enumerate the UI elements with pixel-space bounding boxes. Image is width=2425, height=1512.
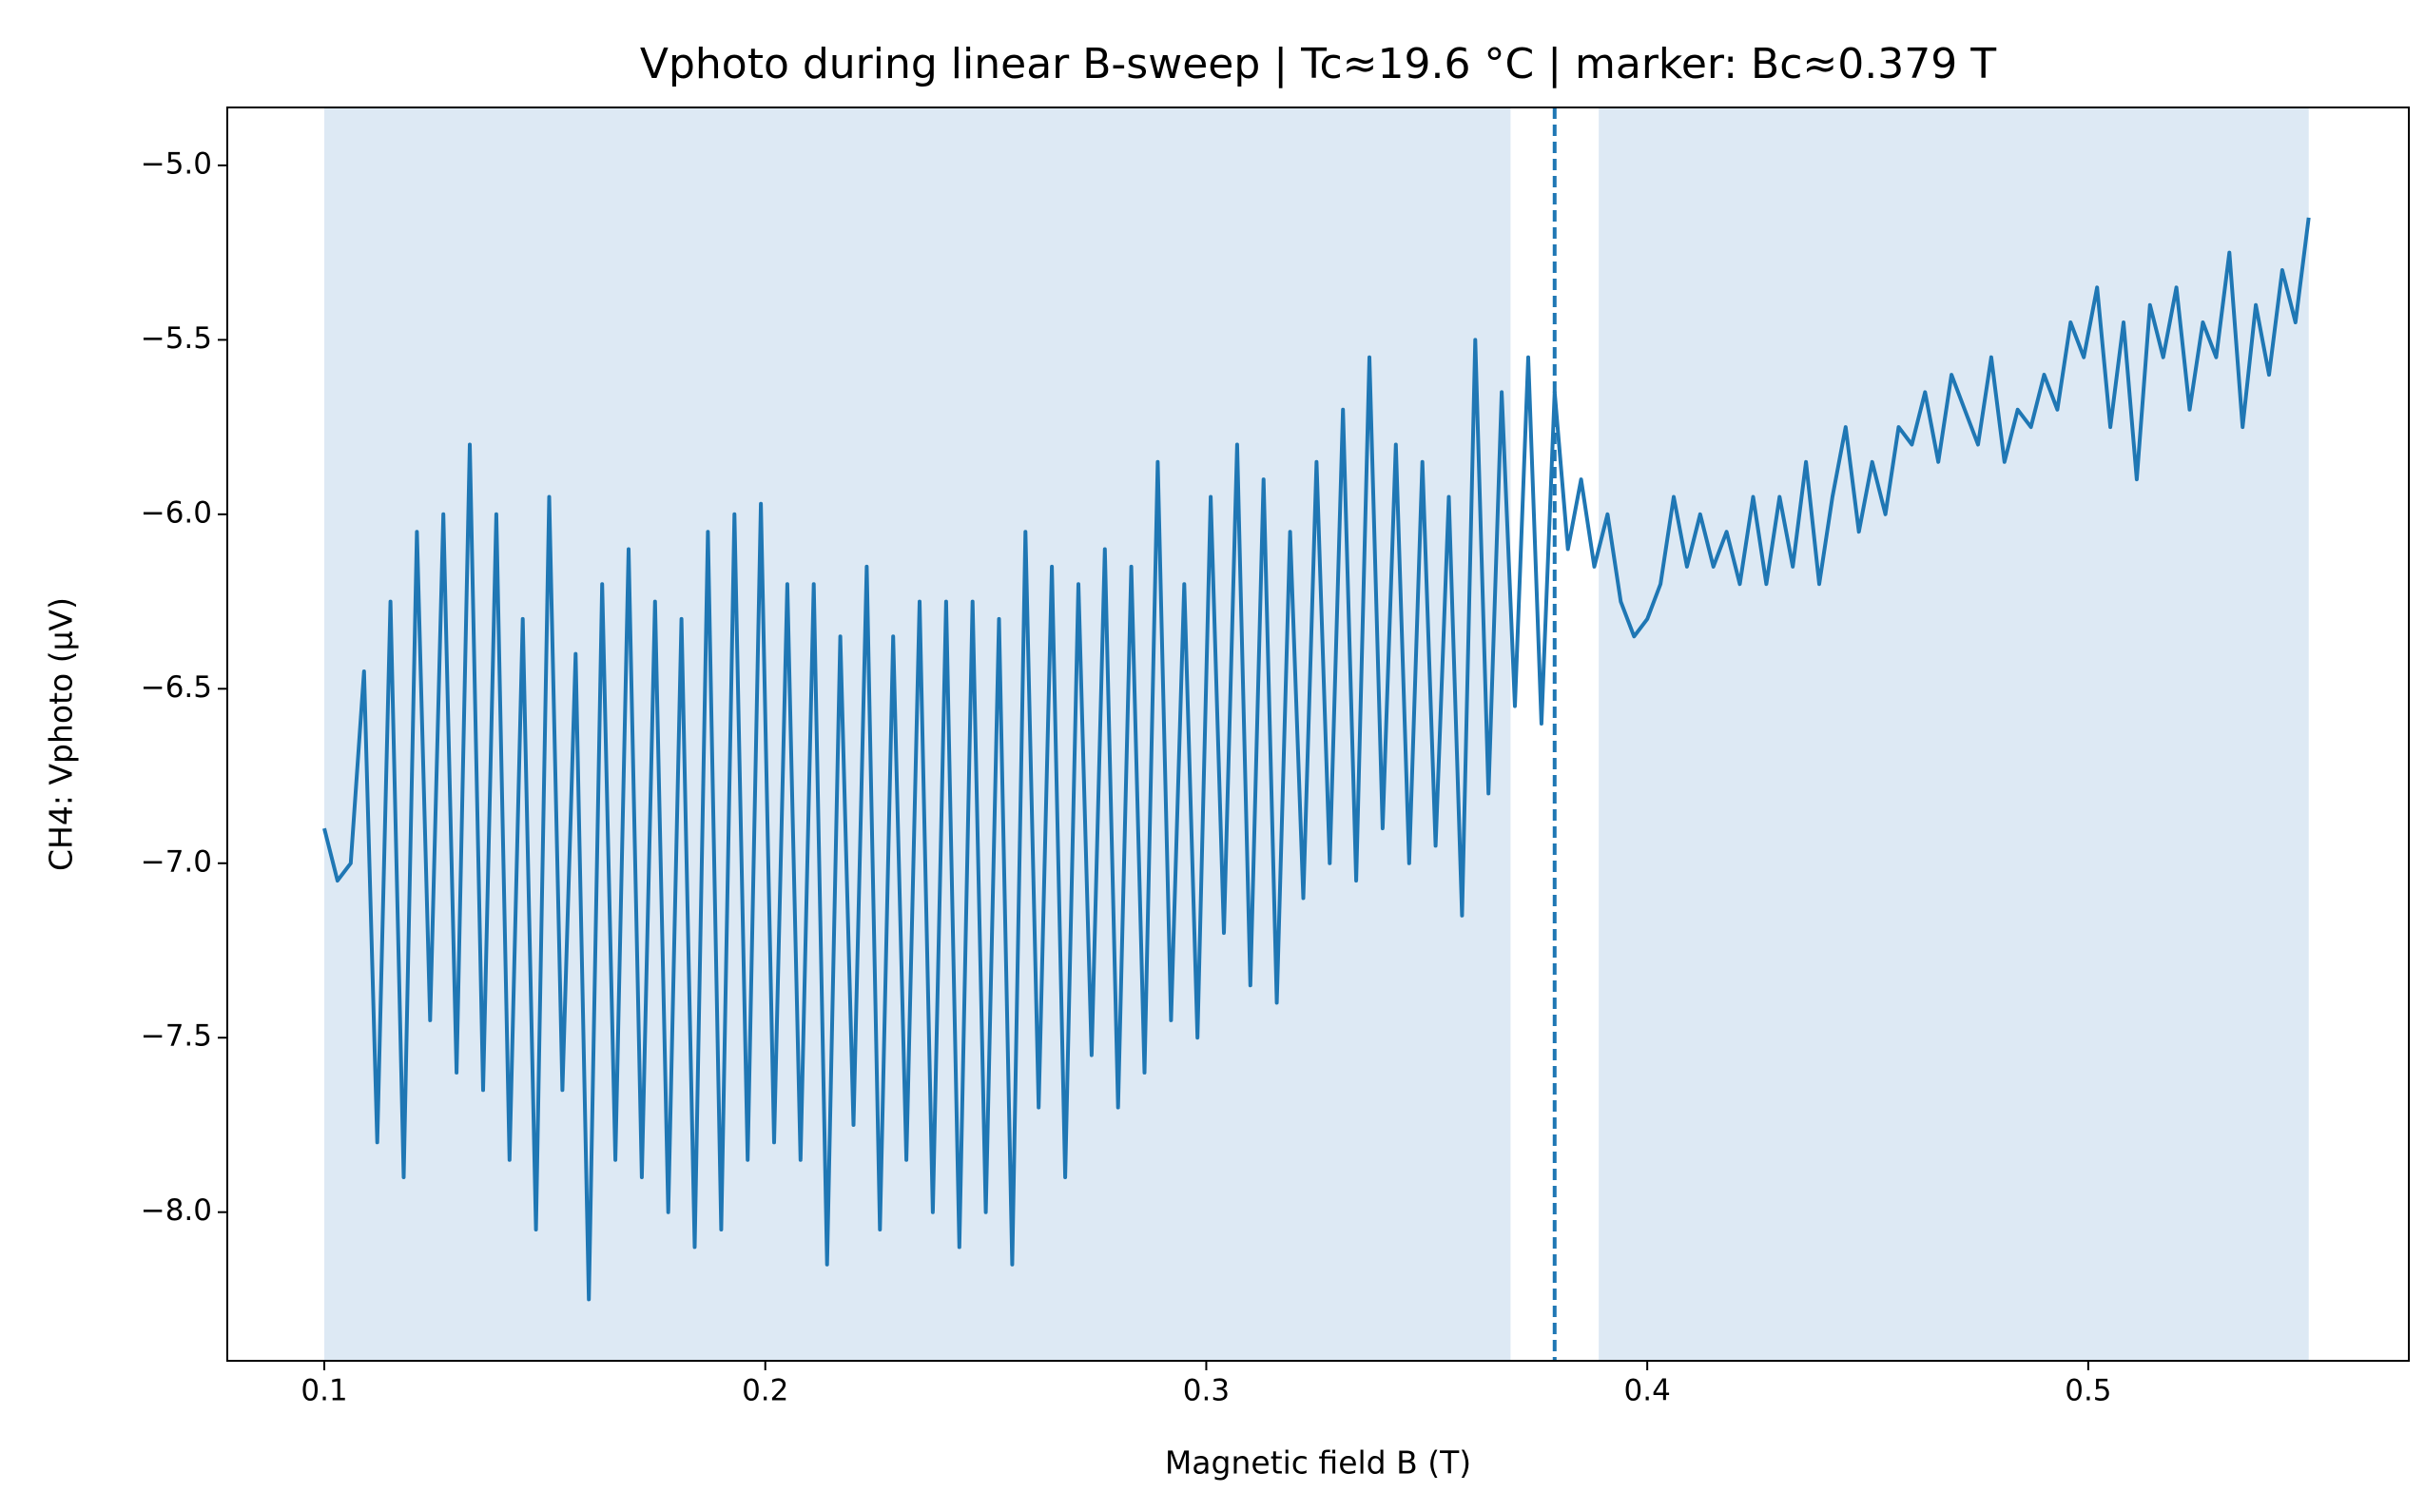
plot-frame <box>226 107 2410 1362</box>
y-tick-label: −6.5 <box>141 670 212 705</box>
y-tick-label: −5.0 <box>141 146 212 181</box>
x-tick-label: 0.3 <box>1183 1374 1230 1408</box>
x-tick-label: 0.5 <box>2065 1374 2111 1408</box>
y-tick-label: −7.5 <box>141 1019 212 1054</box>
chart-title: Vphoto during linear B-sweep | Tc≈19.6 °… <box>640 40 1996 88</box>
y-tick-label: −5.5 <box>141 321 212 356</box>
y-tick-label: −8.0 <box>141 1193 212 1228</box>
x-tick-label: 0.4 <box>1624 1374 1671 1408</box>
y-axis-label: CH4: Vphoto (µV) <box>43 597 80 871</box>
y-tick-label: −7.0 <box>141 844 212 879</box>
data-line <box>322 217 2311 1302</box>
x-tick-label: 0.2 <box>742 1374 788 1408</box>
shaded-span <box>1599 107 2309 1361</box>
x-tick-label: 0.1 <box>301 1374 347 1408</box>
x-axis-label: Magnetic field B (T) <box>1165 1444 1471 1482</box>
y-tick-label: −6.0 <box>141 495 212 530</box>
